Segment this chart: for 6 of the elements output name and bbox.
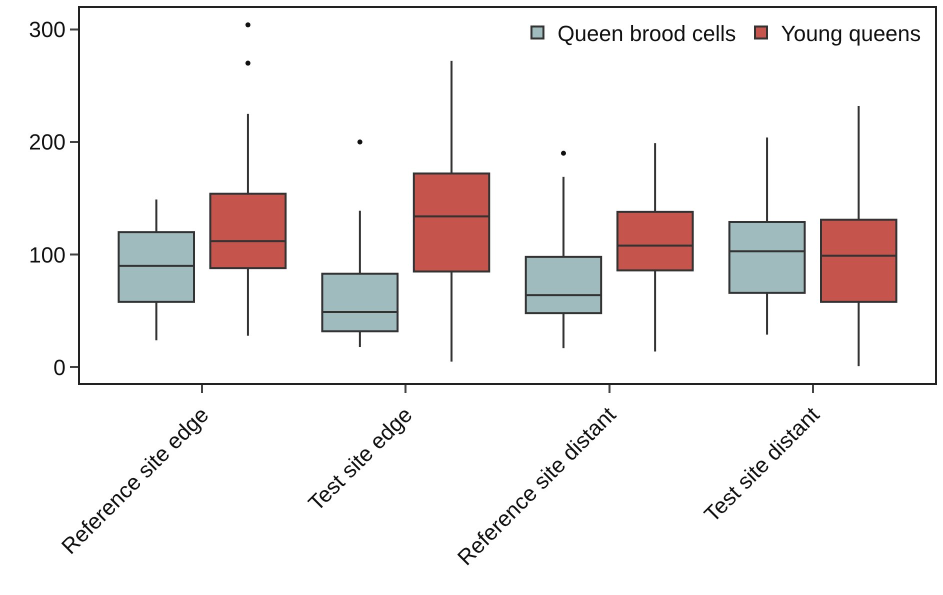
- y-tick-label: 0: [53, 354, 66, 380]
- y-tick-label: 100: [28, 242, 66, 268]
- y-tick-label: 300: [28, 17, 66, 42]
- legend-label: Queen brood cells: [557, 21, 736, 46]
- legend-label: Young queens: [781, 21, 921, 46]
- y-tick-label: 200: [28, 130, 66, 155]
